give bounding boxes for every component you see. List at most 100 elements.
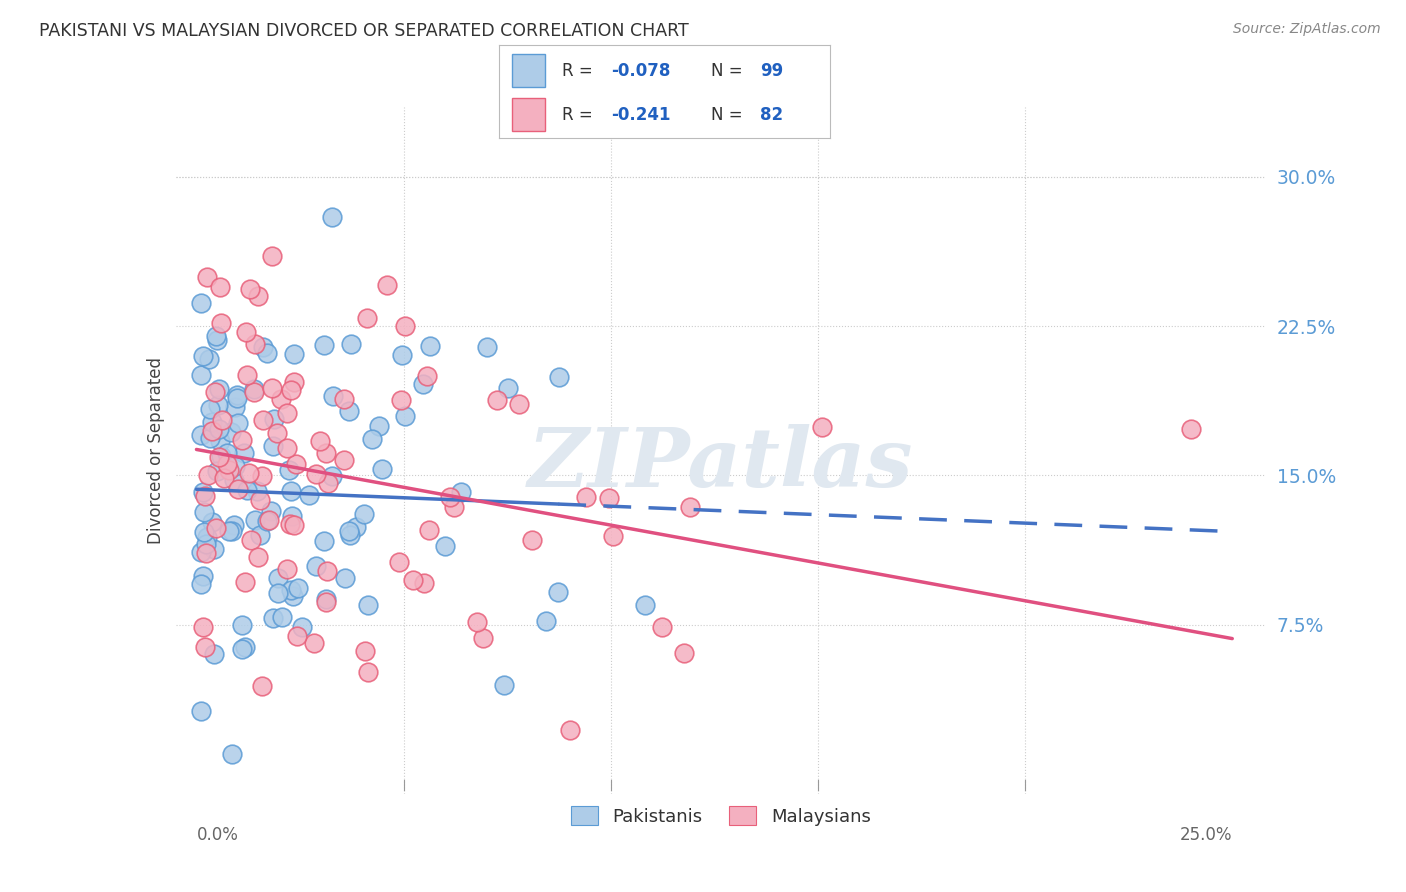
Point <box>280 582 302 597</box>
Point <box>231 641 253 656</box>
Point <box>208 382 231 396</box>
Point <box>243 384 266 399</box>
Point <box>208 422 231 436</box>
Point <box>193 525 215 540</box>
Point <box>190 704 212 718</box>
Point <box>202 541 225 556</box>
Point <box>201 515 224 529</box>
Point <box>485 392 508 407</box>
Point <box>321 210 343 224</box>
Point <box>679 500 702 514</box>
Point <box>418 523 440 537</box>
Point <box>256 346 278 360</box>
Point <box>287 582 309 596</box>
Point <box>198 430 221 444</box>
Point <box>219 425 242 439</box>
Point <box>360 432 382 446</box>
Point <box>475 340 498 354</box>
Point <box>1180 422 1202 436</box>
Point <box>673 646 696 660</box>
Point <box>262 611 284 625</box>
Point <box>370 461 392 475</box>
Point <box>262 381 284 395</box>
Point <box>520 533 543 547</box>
Point <box>226 388 249 402</box>
Point <box>276 562 298 576</box>
Point <box>305 467 328 482</box>
Point <box>312 338 335 352</box>
Text: R =: R = <box>562 62 598 79</box>
Point <box>322 389 344 403</box>
Point <box>233 575 256 590</box>
Point <box>394 319 416 334</box>
Point <box>260 503 283 517</box>
Point <box>283 517 305 532</box>
Point <box>211 413 233 427</box>
Point <box>283 375 305 389</box>
Text: PAKISTANI VS MALAYSIAN DIVORCED OR SEPARATED CORRELATION CHART: PAKISTANI VS MALAYSIAN DIVORCED OR SEPAR… <box>39 22 689 40</box>
Point <box>278 516 301 531</box>
Point <box>356 310 378 325</box>
Point <box>391 392 413 407</box>
Point <box>193 505 215 519</box>
Point <box>262 439 284 453</box>
Point <box>194 490 217 504</box>
Point <box>443 500 465 514</box>
Point <box>197 270 219 285</box>
Point <box>280 484 302 499</box>
Point <box>266 586 288 600</box>
Point <box>340 337 363 351</box>
Point <box>257 513 280 527</box>
Point <box>207 333 229 347</box>
Text: 99: 99 <box>761 62 783 79</box>
Point <box>204 384 226 399</box>
Point <box>239 282 262 296</box>
Point <box>233 640 256 654</box>
Text: 82: 82 <box>761 106 783 124</box>
Point <box>190 577 212 591</box>
Point <box>276 441 298 455</box>
Point <box>496 381 519 395</box>
Point <box>212 471 235 485</box>
Point <box>190 427 212 442</box>
Point <box>377 277 399 292</box>
Point <box>353 507 375 521</box>
Point <box>316 565 339 579</box>
Point <box>434 539 457 553</box>
Point <box>280 509 302 524</box>
Point <box>267 570 290 584</box>
Point <box>337 404 360 418</box>
Point <box>240 533 263 547</box>
Point <box>309 434 332 449</box>
Point <box>193 484 215 499</box>
Text: 25.0%: 25.0% <box>1180 826 1232 844</box>
Text: -0.241: -0.241 <box>612 106 671 124</box>
Point <box>290 620 312 634</box>
Point <box>198 402 221 417</box>
Point <box>494 678 516 692</box>
Point <box>226 417 249 431</box>
Point <box>238 467 260 481</box>
Point <box>315 595 337 609</box>
Point <box>209 316 232 330</box>
Point <box>388 555 411 569</box>
Point <box>302 636 325 650</box>
Point <box>332 453 354 467</box>
Point <box>221 747 243 761</box>
Point <box>283 590 305 604</box>
Point <box>197 467 219 482</box>
Text: ZIPatlas: ZIPatlas <box>527 425 914 504</box>
Point <box>249 528 271 542</box>
Point <box>305 559 328 574</box>
Point <box>246 288 269 302</box>
Point <box>450 484 472 499</box>
Point <box>339 527 361 541</box>
Point <box>280 383 302 397</box>
Point <box>236 483 259 498</box>
Point <box>195 546 218 560</box>
Point <box>534 614 557 628</box>
Point <box>198 352 221 367</box>
Point <box>394 409 416 424</box>
Point <box>231 618 253 632</box>
Text: 0.0%: 0.0% <box>197 826 239 844</box>
